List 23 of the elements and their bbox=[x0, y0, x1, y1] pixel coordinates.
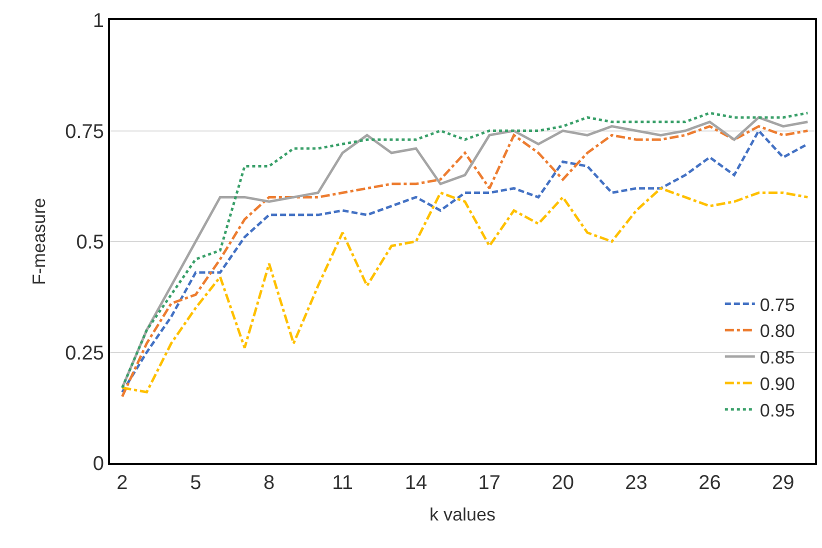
x-tick-label: 11 bbox=[332, 472, 353, 494]
x-axis-title: k values bbox=[429, 504, 496, 525]
legend-label: 0.80 bbox=[760, 321, 795, 342]
x-tick-label: 29 bbox=[772, 472, 794, 494]
x-tick-label: 5 bbox=[190, 472, 202, 494]
x-tick-label: 23 bbox=[625, 472, 648, 494]
legend-label: 0.90 bbox=[760, 374, 795, 394]
x-tick-label: 17 bbox=[478, 472, 501, 494]
y-axis-title: F-measure bbox=[28, 198, 49, 286]
y-tick-label: 0.25 bbox=[65, 342, 104, 364]
line-series bbox=[120, 187, 809, 394]
y-tick-label: 1 bbox=[92, 10, 104, 32]
x-tick-label: 26 bbox=[698, 472, 721, 494]
x-tick-label: 14 bbox=[404, 472, 428, 494]
legend-label: 0.75 bbox=[760, 294, 795, 315]
x-tick-label: 20 bbox=[552, 472, 574, 494]
x-tick-label: 2 bbox=[116, 472, 128, 494]
y-tick-label: 0.5 bbox=[76, 232, 104, 254]
legend-label: 0.95 bbox=[760, 400, 795, 420]
legend-label: 0.85 bbox=[760, 348, 795, 368]
y-tick-label: 0 bbox=[92, 453, 104, 475]
y-tick-label: 0.75 bbox=[65, 120, 104, 143]
x-tick-label: 8 bbox=[264, 472, 275, 494]
